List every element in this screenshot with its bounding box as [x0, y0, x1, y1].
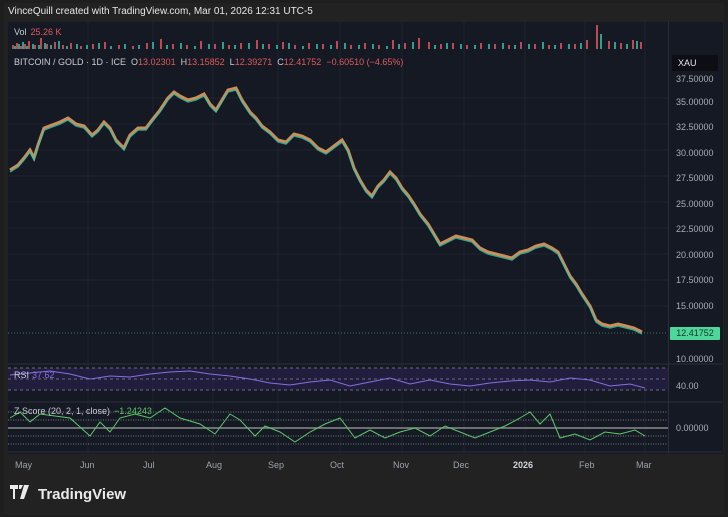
y-tick: 35.00000: [676, 97, 714, 107]
x-tick: Jun: [80, 460, 95, 470]
x-tick: Oct: [330, 460, 345, 470]
candles: [9, 86, 643, 335]
y-tick: 25.00000: [676, 199, 714, 209]
tradingview-logo[interactable]: TradingView: [10, 485, 126, 503]
zscore-label: Z Score (20, 2, 1, close): [14, 406, 111, 416]
x-tick: Feb: [579, 460, 595, 470]
volume-legend: Vol 25.26 K: [14, 27, 62, 37]
tradingview-logo-icon: [10, 485, 32, 503]
close-label: C: [277, 57, 284, 67]
open-value: 13.02301: [138, 57, 176, 67]
zscore-tick: 0.00000: [676, 423, 709, 433]
x-tick: Dec: [453, 460, 470, 470]
y-tick: 37.50000: [676, 74, 714, 84]
symbol-name[interactable]: BITCOIN / GOLD · 1D · ICE: [14, 57, 127, 67]
zscore-legend[interactable]: Z Score (20, 2, 1, close) −1.24243: [14, 406, 152, 416]
volume-label: Vol: [14, 27, 27, 37]
close-value: 12.41752: [283, 57, 322, 67]
high-value: 13.15852: [187, 57, 225, 67]
x-tick: Aug: [206, 460, 223, 470]
ohlc-legend: BITCOIN / GOLD · 1D · ICE O13.02301 H13.…: [14, 57, 403, 67]
y-tick: 10.00000: [676, 354, 714, 364]
low-label: L: [229, 57, 235, 67]
low-value: 12.39271: [234, 57, 273, 67]
y-tick: 17.50000: [676, 275, 714, 285]
y-tick: 15.00000: [676, 301, 714, 311]
rsi-tick: 40.00: [676, 381, 699, 391]
volume-bars: [12, 25, 642, 49]
currency-button[interactable]: XAU: [672, 55, 718, 71]
y-tick: 30.00000: [676, 148, 714, 158]
rsi-line: [9, 370, 646, 389]
rsi-label: RSI: [14, 370, 30, 380]
y-tick: 27.50000: [676, 173, 714, 183]
rsi-value: 37.62: [32, 370, 55, 380]
y-tick: 22.50000: [676, 224, 714, 234]
zscore-value: −1.24243: [114, 406, 152, 416]
zscore-line: [9, 407, 646, 443]
high-label: H: [180, 57, 188, 67]
change-value: −0.60510 (−4.65%): [326, 57, 404, 67]
volume-value: 25.26 K: [30, 27, 62, 37]
x-tick: Nov: [393, 460, 410, 470]
x-tick: Jul: [143, 460, 155, 470]
x-tick: Mar: [636, 460, 652, 470]
x-tick: Sep: [268, 460, 285, 470]
open-label: O: [131, 57, 139, 67]
attribution: VinceQuill created with TradingView.com,…: [8, 6, 313, 17]
last-price-tag: 12.41752: [670, 327, 720, 340]
y-tick: 20.00000: [676, 250, 714, 260]
rsi-legend[interactable]: RSI 37.62: [14, 370, 55, 380]
x-tick: 2026: [513, 460, 534, 470]
price-axis[interactable]: [668, 22, 723, 454]
tradingview-wordmark: TradingView: [38, 485, 127, 503]
y-tick: 32.50000: [676, 122, 714, 132]
x-tick: May: [15, 460, 33, 470]
